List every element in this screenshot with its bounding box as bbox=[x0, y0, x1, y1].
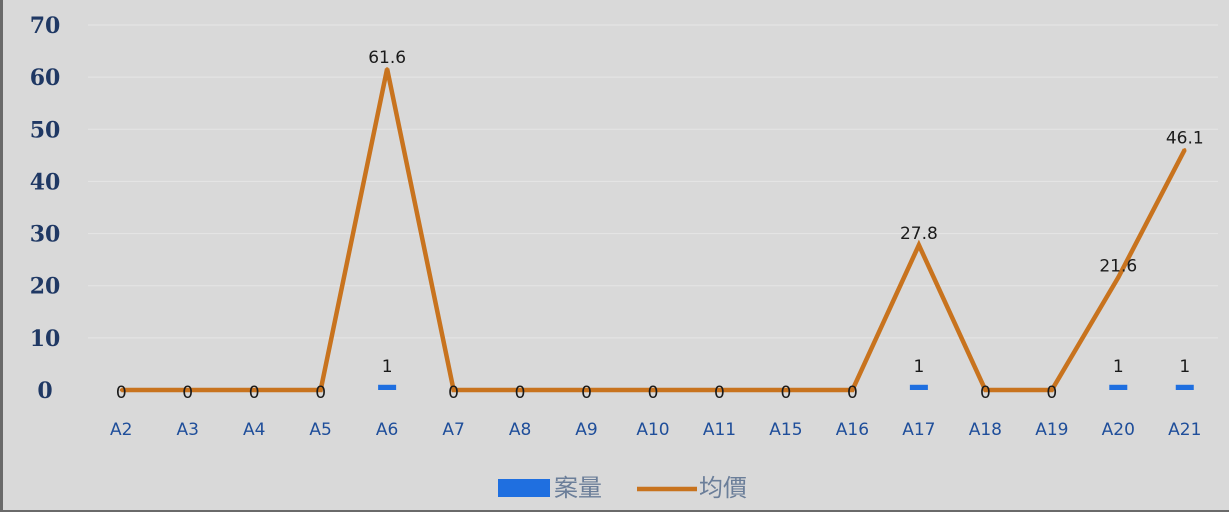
x-tick-label: A17 bbox=[902, 420, 935, 440]
legend-line-label: 均價 bbox=[699, 474, 747, 502]
x-tick-label: A5 bbox=[309, 420, 331, 440]
y-tick-label: 20 bbox=[30, 274, 61, 300]
x-tick-label: A21 bbox=[1168, 420, 1201, 440]
bar bbox=[1175, 384, 1194, 390]
line-series bbox=[119, 67, 1187, 393]
line-data-label: 0 bbox=[714, 383, 725, 403]
x-tick-label: A6 bbox=[376, 420, 398, 440]
x-tick-label: A11 bbox=[703, 420, 736, 440]
line-point bbox=[385, 67, 389, 71]
line-data-label: 0 bbox=[648, 383, 659, 403]
bar bbox=[1109, 384, 1128, 390]
line-point bbox=[252, 388, 256, 392]
line-point bbox=[452, 388, 456, 392]
line-data-label: 0 bbox=[847, 383, 858, 403]
legend: 案量 均價 bbox=[498, 474, 747, 502]
line-data-label: 46.1 bbox=[1166, 129, 1204, 149]
x-tick-label: A9 bbox=[575, 420, 597, 440]
gridlines bbox=[88, 24, 1218, 339]
line-point bbox=[518, 388, 522, 392]
line-point bbox=[651, 388, 655, 392]
y-tick-label: 30 bbox=[30, 222, 61, 248]
line-point bbox=[1183, 148, 1187, 152]
bar-data-label: 1 bbox=[1113, 357, 1124, 377]
x-tick-label: A2 bbox=[110, 420, 132, 440]
x-tick-label: A8 bbox=[509, 420, 531, 440]
bar bbox=[909, 384, 928, 390]
line-point bbox=[917, 243, 921, 247]
bar-data-label: 1 bbox=[1179, 357, 1190, 377]
y-tick-label: 10 bbox=[30, 326, 61, 352]
y-tick-label: 0 bbox=[37, 378, 52, 404]
line-data-label: 0 bbox=[315, 383, 326, 403]
x-tick-label: A16 bbox=[836, 420, 869, 440]
y-axis: 0 10 20 30 40 50 60 70 bbox=[30, 13, 61, 404]
line-data-label: 0 bbox=[116, 383, 127, 403]
line-data-label: 0 bbox=[581, 383, 592, 403]
line-point bbox=[717, 388, 721, 392]
line-point bbox=[1050, 388, 1054, 392]
line-data-label: 21.6 bbox=[1099, 256, 1137, 276]
x-tick-label: A18 bbox=[969, 420, 1002, 440]
x-tick-label: A10 bbox=[636, 420, 669, 440]
line-data-label: 0 bbox=[515, 383, 526, 403]
bar-series bbox=[378, 384, 1194, 390]
x-axis: A2 A3 A4 A5 A6 A7 A8 A9 A10 A11 A15 A16 A17 A18 A19 A20… bbox=[110, 420, 1201, 440]
x-tick-label: A3 bbox=[176, 420, 198, 440]
bar bbox=[378, 384, 397, 390]
line-point bbox=[186, 388, 190, 392]
y-tick-label: 60 bbox=[30, 65, 61, 91]
data-labels: 1 1 1 1 0 0 0 0 61.6 0 0 0 0 0 0 0 27.8 0 0 21.6 46.1 bbox=[116, 48, 1204, 403]
legend-bar-swatch bbox=[498, 479, 550, 497]
line-point bbox=[850, 388, 854, 392]
line-series-path bbox=[121, 68, 1187, 393]
legend-bar-label: 案量 bbox=[554, 474, 602, 502]
y-tick-label: 50 bbox=[30, 117, 61, 143]
x-tick-label: A4 bbox=[243, 420, 265, 440]
line-data-label: 0 bbox=[1046, 383, 1057, 403]
line-point bbox=[1116, 275, 1120, 279]
y-tick-label: 70 bbox=[30, 13, 61, 39]
x-tick-label: A15 bbox=[769, 420, 802, 440]
bar-data-label: 1 bbox=[382, 357, 393, 377]
line-data-label: 0 bbox=[781, 383, 792, 403]
line-data-label: 0 bbox=[249, 383, 260, 403]
line-point bbox=[319, 388, 323, 392]
y-tick-label: 40 bbox=[30, 169, 61, 195]
line-point bbox=[585, 388, 589, 392]
bar-data-label: 1 bbox=[913, 357, 924, 377]
x-tick-label: A19 bbox=[1035, 420, 1068, 440]
line-point bbox=[983, 388, 987, 392]
line-data-label: 0 bbox=[980, 383, 991, 403]
line-data-label: 27.8 bbox=[900, 224, 938, 244]
line-data-label: 0 bbox=[182, 383, 193, 403]
line-data-label: 0 bbox=[448, 383, 459, 403]
line-point bbox=[119, 388, 123, 392]
line-point bbox=[784, 388, 788, 392]
x-tick-label: A7 bbox=[442, 420, 464, 440]
line-data-label: 61.6 bbox=[368, 48, 406, 68]
x-tick-label: A20 bbox=[1102, 420, 1135, 440]
